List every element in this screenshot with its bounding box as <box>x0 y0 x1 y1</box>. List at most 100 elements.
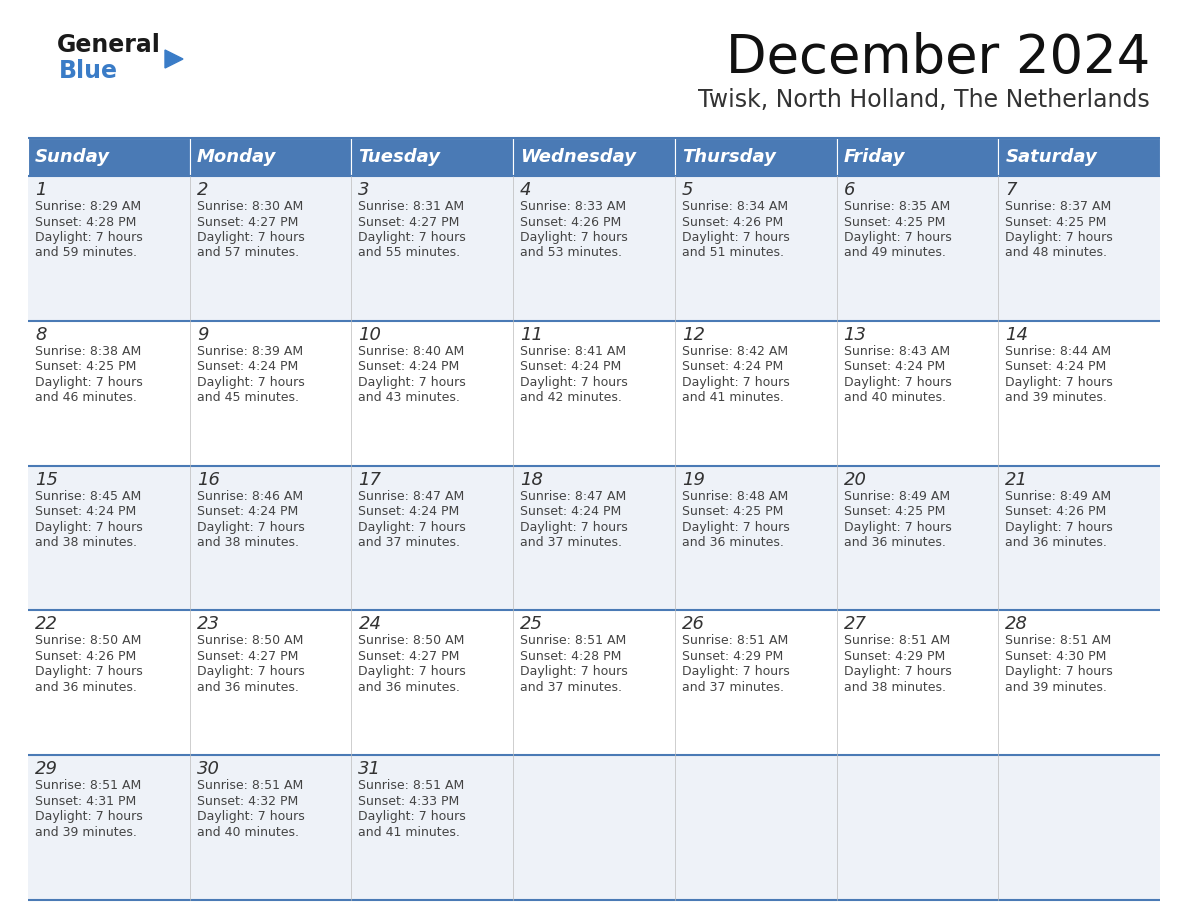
Text: Sunset: 4:24 PM: Sunset: 4:24 PM <box>359 505 460 518</box>
Text: Daylight: 7 hours: Daylight: 7 hours <box>34 521 143 533</box>
Text: Sunset: 4:33 PM: Sunset: 4:33 PM <box>359 795 460 808</box>
Text: and 51 minutes.: and 51 minutes. <box>682 247 784 260</box>
Text: and 37 minutes.: and 37 minutes. <box>520 681 623 694</box>
Text: Sunrise: 8:46 AM: Sunrise: 8:46 AM <box>197 489 303 502</box>
Text: Daylight: 7 hours: Daylight: 7 hours <box>197 666 304 678</box>
Bar <box>190 610 352 756</box>
Bar <box>836 176 998 320</box>
Text: Sunrise: 8:33 AM: Sunrise: 8:33 AM <box>520 200 626 213</box>
Bar <box>190 756 352 900</box>
Text: Daylight: 7 hours: Daylight: 7 hours <box>843 521 952 533</box>
Text: 18: 18 <box>520 471 543 488</box>
Bar <box>190 138 352 176</box>
Text: Sunset: 4:28 PM: Sunset: 4:28 PM <box>34 216 137 229</box>
Text: Sunrise: 8:37 AM: Sunrise: 8:37 AM <box>1005 200 1112 213</box>
Text: and 39 minutes.: and 39 minutes. <box>34 825 137 839</box>
Text: Daylight: 7 hours: Daylight: 7 hours <box>359 231 466 244</box>
Text: 24: 24 <box>359 615 381 633</box>
Bar <box>998 176 1159 320</box>
Text: and 48 minutes.: and 48 minutes. <box>1005 247 1107 260</box>
Text: Wednesday: Wednesday <box>520 148 636 166</box>
Text: Sunrise: 8:51 AM: Sunrise: 8:51 AM <box>843 634 950 647</box>
Text: and 36 minutes.: and 36 minutes. <box>197 681 298 694</box>
Text: 17: 17 <box>359 471 381 488</box>
Text: and 36 minutes.: and 36 minutes. <box>34 681 137 694</box>
Bar <box>190 465 352 610</box>
Bar <box>998 465 1159 610</box>
Text: and 43 minutes.: and 43 minutes. <box>359 391 460 404</box>
Text: 5: 5 <box>682 181 694 199</box>
Text: Daylight: 7 hours: Daylight: 7 hours <box>682 521 790 533</box>
Bar <box>836 138 998 176</box>
Text: Daylight: 7 hours: Daylight: 7 hours <box>34 375 143 389</box>
Text: Sunrise: 8:47 AM: Sunrise: 8:47 AM <box>520 489 626 502</box>
Text: 8: 8 <box>34 326 46 344</box>
Text: Sunset: 4:27 PM: Sunset: 4:27 PM <box>359 650 460 663</box>
Text: 7: 7 <box>1005 181 1017 199</box>
Bar <box>675 138 836 176</box>
Polygon shape <box>165 50 183 68</box>
Text: Friday: Friday <box>843 148 905 166</box>
Text: Sunset: 4:24 PM: Sunset: 4:24 PM <box>520 360 621 374</box>
Text: Sunset: 4:26 PM: Sunset: 4:26 PM <box>1005 505 1106 518</box>
Text: Daylight: 7 hours: Daylight: 7 hours <box>197 375 304 389</box>
Text: and 36 minutes.: and 36 minutes. <box>1005 536 1107 549</box>
Text: Sunset: 4:30 PM: Sunset: 4:30 PM <box>1005 650 1107 663</box>
Text: 25: 25 <box>520 615 543 633</box>
Text: Sunset: 4:24 PM: Sunset: 4:24 PM <box>197 360 298 374</box>
Text: Sunday: Sunday <box>34 148 110 166</box>
Text: Sunrise: 8:35 AM: Sunrise: 8:35 AM <box>843 200 950 213</box>
Bar <box>29 610 190 756</box>
Text: and 55 minutes.: and 55 minutes. <box>359 247 461 260</box>
Text: Twisk, North Holland, The Netherlands: Twisk, North Holland, The Netherlands <box>699 88 1150 112</box>
Text: 12: 12 <box>682 326 704 344</box>
Bar <box>513 465 675 610</box>
Text: Blue: Blue <box>59 59 118 83</box>
Bar <box>513 756 675 900</box>
Text: Sunrise: 8:45 AM: Sunrise: 8:45 AM <box>34 489 141 502</box>
Text: and 42 minutes.: and 42 minutes. <box>520 391 623 404</box>
Text: Daylight: 7 hours: Daylight: 7 hours <box>682 231 790 244</box>
Text: and 38 minutes.: and 38 minutes. <box>34 536 137 549</box>
Text: Daylight: 7 hours: Daylight: 7 hours <box>359 521 466 533</box>
Text: Sunset: 4:28 PM: Sunset: 4:28 PM <box>520 650 621 663</box>
Bar <box>675 610 836 756</box>
Bar <box>190 176 352 320</box>
Text: Sunrise: 8:48 AM: Sunrise: 8:48 AM <box>682 489 788 502</box>
Text: Sunset: 4:24 PM: Sunset: 4:24 PM <box>197 505 298 518</box>
Bar <box>836 465 998 610</box>
Text: 29: 29 <box>34 760 58 778</box>
Bar <box>836 610 998 756</box>
Text: Sunrise: 8:51 AM: Sunrise: 8:51 AM <box>197 779 303 792</box>
Text: Daylight: 7 hours: Daylight: 7 hours <box>682 375 790 389</box>
Bar <box>352 320 513 465</box>
Text: Sunrise: 8:51 AM: Sunrise: 8:51 AM <box>520 634 626 647</box>
Text: 13: 13 <box>843 326 866 344</box>
Bar <box>675 176 836 320</box>
Text: Daylight: 7 hours: Daylight: 7 hours <box>197 521 304 533</box>
Bar <box>29 756 190 900</box>
Text: and 37 minutes.: and 37 minutes. <box>520 536 623 549</box>
Text: Daylight: 7 hours: Daylight: 7 hours <box>34 811 143 823</box>
Text: Daylight: 7 hours: Daylight: 7 hours <box>520 521 628 533</box>
Text: General: General <box>57 33 160 57</box>
Bar <box>29 465 190 610</box>
Bar <box>513 176 675 320</box>
Text: 30: 30 <box>197 760 220 778</box>
Text: and 53 minutes.: and 53 minutes. <box>520 247 623 260</box>
Text: Sunrise: 8:34 AM: Sunrise: 8:34 AM <box>682 200 788 213</box>
Text: 22: 22 <box>34 615 58 633</box>
Text: Sunrise: 8:51 AM: Sunrise: 8:51 AM <box>682 634 788 647</box>
Text: Daylight: 7 hours: Daylight: 7 hours <box>197 811 304 823</box>
Bar <box>352 610 513 756</box>
Text: Sunrise: 8:50 AM: Sunrise: 8:50 AM <box>197 634 303 647</box>
Text: 19: 19 <box>682 471 704 488</box>
Bar <box>29 320 190 465</box>
Bar <box>998 138 1159 176</box>
Text: Daylight: 7 hours: Daylight: 7 hours <box>1005 521 1113 533</box>
Text: December 2024: December 2024 <box>726 32 1150 84</box>
Text: Sunset: 4:24 PM: Sunset: 4:24 PM <box>682 360 783 374</box>
Text: Tuesday: Tuesday <box>359 148 441 166</box>
Text: Sunset: 4:25 PM: Sunset: 4:25 PM <box>34 360 137 374</box>
Bar <box>352 756 513 900</box>
